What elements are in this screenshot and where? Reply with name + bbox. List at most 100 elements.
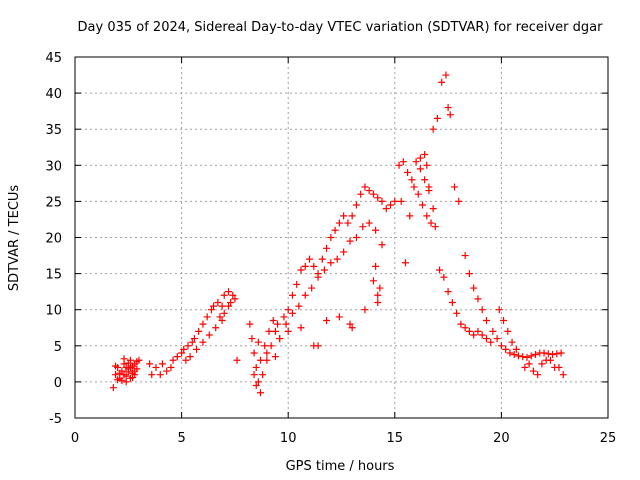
data-point [352,201,360,209]
data-point [333,255,341,263]
data-point [216,313,224,321]
data-point [231,295,239,303]
data-point [124,368,132,376]
data-point [500,317,508,325]
data-point [440,273,448,281]
data-point [344,219,352,227]
data-point [538,360,546,368]
y-tick-label: 5 [54,340,62,355]
data-point [293,280,301,288]
data-point [220,291,228,299]
data-point [229,291,237,299]
data-point [553,350,561,358]
y-tick-label: 30 [45,159,62,174]
data-point [320,266,328,274]
data-point [365,219,373,227]
data-point [188,338,196,346]
data-point [378,197,386,205]
data-point [190,335,198,343]
data-point [444,288,452,296]
data-point [348,212,356,220]
y-tick-label: 20 [45,232,62,247]
data-point [225,288,233,296]
x-tick-label: 25 [600,431,617,446]
data-point [482,317,490,325]
data-point [369,190,377,198]
data-point [225,302,233,310]
data-point [323,244,331,252]
data-point [465,327,473,335]
data-point [474,327,482,335]
data-point [455,197,463,205]
data-point [489,327,497,335]
data-point [429,205,437,213]
data-point [412,158,420,166]
data-point [120,355,128,363]
data-point [182,356,190,364]
data-point [156,371,164,379]
x-tick-label: 20 [493,431,510,446]
data-point [436,266,444,274]
data-point [551,363,559,371]
data-point [250,371,258,379]
y-tick-label: 0 [54,376,62,391]
data-point [527,352,535,360]
data-point [271,327,279,335]
data-point [340,248,348,256]
data-point [135,356,143,364]
data-point [314,342,322,350]
data-point [346,320,354,328]
data-point [195,327,203,335]
data-point [508,338,516,346]
data-point [308,284,316,292]
data-point [448,298,456,306]
data-point [116,369,124,377]
data-point [252,363,260,371]
data-point [323,317,331,325]
data-point [146,360,154,368]
data-point [282,320,290,328]
data-point [327,234,335,241]
data-point [254,378,262,386]
data-point [274,320,282,328]
data-point [252,382,260,390]
data-point [295,302,303,310]
x-tick-label: 15 [387,431,404,446]
data-point [410,183,418,191]
data-point [521,363,529,371]
data-point [227,298,235,306]
series-morning-rise [146,288,239,379]
data-point [544,350,552,358]
data-point [310,262,318,270]
data-point [404,169,412,177]
y-tick-label: -5 [49,412,62,427]
data-point [470,331,478,339]
data-point [502,345,510,353]
data-point [401,259,409,267]
data-point [297,324,305,332]
data-point [314,273,322,281]
data-point [178,349,186,357]
data-point [112,371,120,379]
data-point [261,342,269,350]
data-point [359,223,367,231]
data-point [118,376,126,384]
data-point [512,345,520,353]
data-point [220,309,228,317]
data-point [444,104,452,112]
x-tick-label: 0 [71,431,79,446]
data-point [369,277,377,285]
data-point [493,335,501,343]
data-point [218,317,226,325]
data-point [335,313,343,321]
data-points [109,71,567,397]
data-point [158,360,166,368]
data-point [423,212,431,220]
data-point [374,291,382,299]
data-point [525,360,533,368]
data-point [495,306,503,314]
data-point [246,320,254,328]
data-point [557,349,565,357]
data-point [186,353,194,361]
data-point [301,291,309,299]
